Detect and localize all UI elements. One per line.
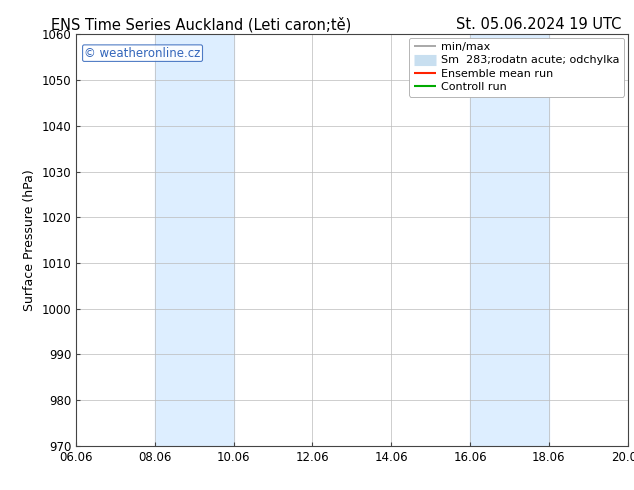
Text: © weatheronline.cz: © weatheronline.cz [84, 47, 201, 60]
Text: St. 05.06.2024 19 UTC: St. 05.06.2024 19 UTC [456, 17, 622, 32]
Legend: min/max, Sm  283;rodatn acute; odchylka, Ensemble mean run, Controll run: min/max, Sm 283;rodatn acute; odchylka, … [409, 38, 624, 97]
Text: ENS Time Series Auckland (Leti caron;tě): ENS Time Series Auckland (Leti caron;tě) [51, 17, 351, 33]
Y-axis label: Surface Pressure (hPa): Surface Pressure (hPa) [23, 169, 36, 311]
Bar [470, 34, 549, 446]
Bar [155, 34, 234, 446]
